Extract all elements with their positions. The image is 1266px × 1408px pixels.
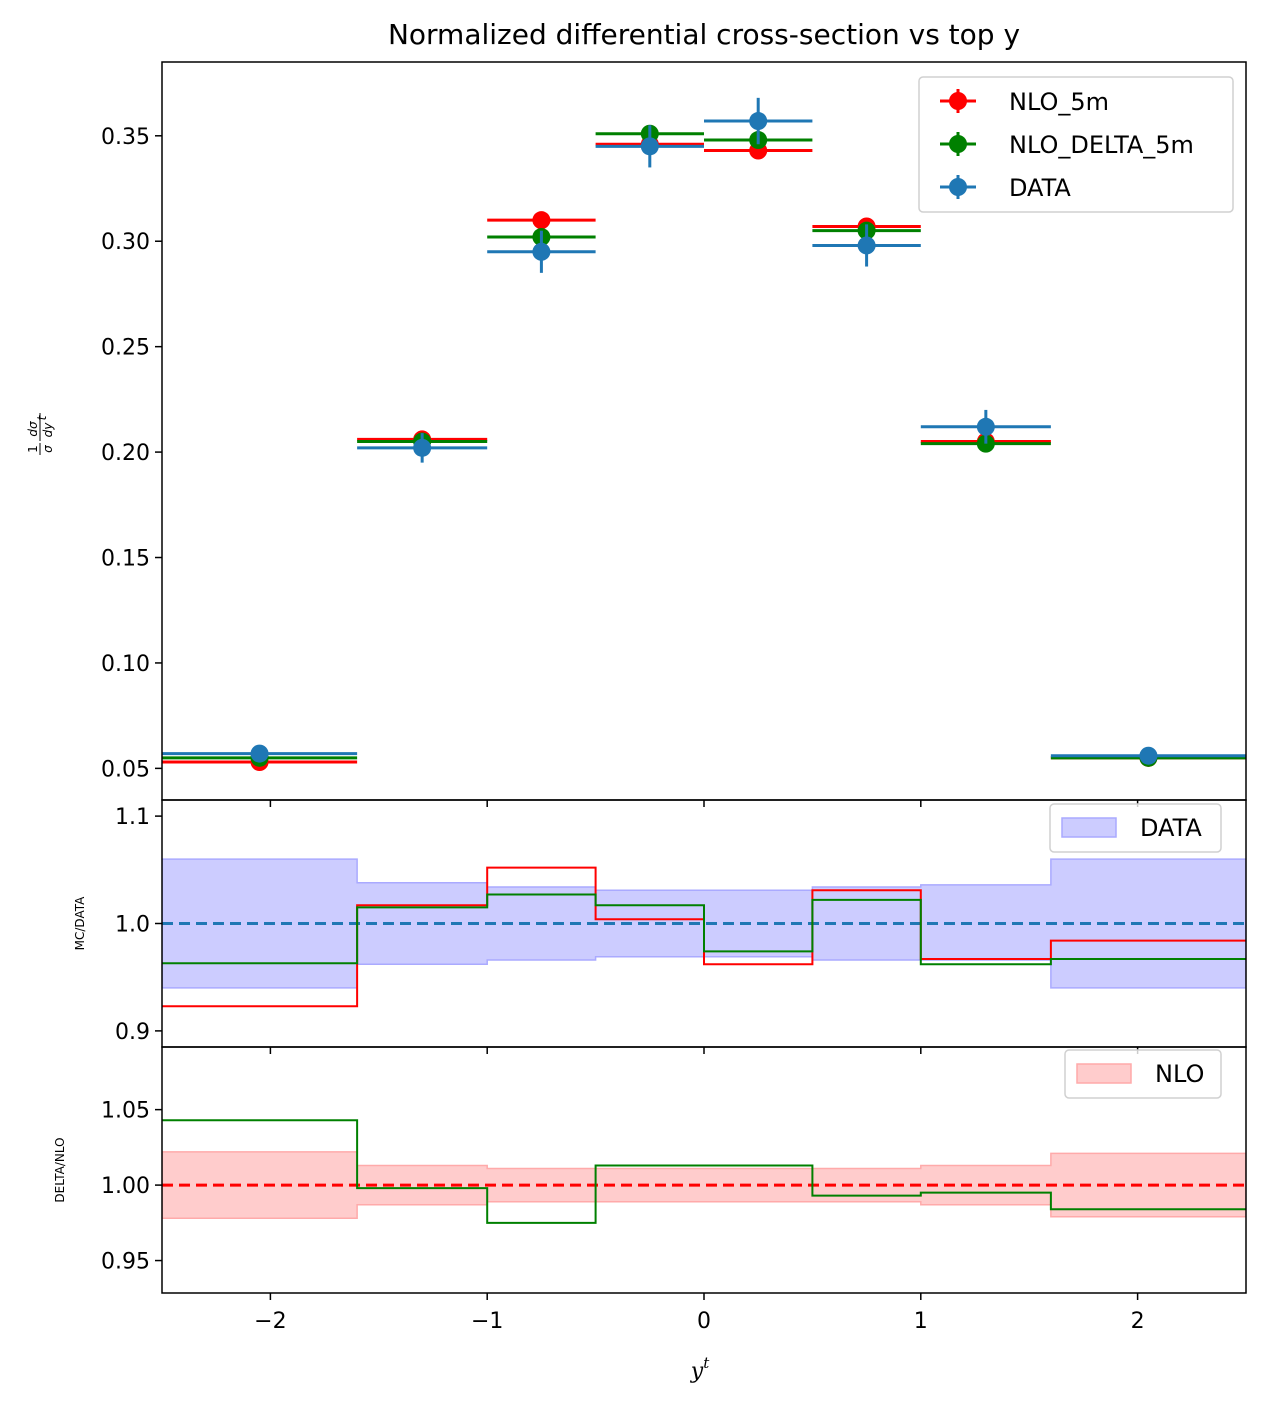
delta-xtick-label: 0 bbox=[697, 1309, 711, 1334]
main-ylabel: 1 σdσ dy t bbox=[26, 413, 55, 455]
xlabel: yt bbox=[690, 1354, 710, 1384]
chart-title: Normalized differential cross-section vs… bbox=[388, 18, 1020, 51]
ylabel-num1: 1 bbox=[26, 445, 40, 453]
main-ytick-label: 0.35 bbox=[101, 125, 150, 150]
main-ytick-label: 0.20 bbox=[101, 441, 150, 466]
main-legend bbox=[918, 76, 1234, 213]
main-ytick-label: 0.05 bbox=[101, 757, 150, 782]
ylabel-den1: σ bbox=[41, 445, 55, 453]
legend-marker-DATA bbox=[949, 178, 967, 196]
ratio-step-NLO_DELTA_5m bbox=[162, 893, 1246, 966]
point-DATA-2 bbox=[532, 242, 551, 261]
delta-xtick-label: 2 bbox=[1131, 1309, 1145, 1334]
point-DATA-6 bbox=[976, 417, 995, 436]
ratio-ylabel: MC/DATA bbox=[73, 896, 87, 950]
main-ytick-label: 0.10 bbox=[101, 652, 150, 677]
point-DATA-0 bbox=[250, 744, 269, 763]
ratio-ytick-label: 1.1 bbox=[115, 805, 150, 830]
ratio-legend-label: DATA bbox=[1140, 814, 1202, 842]
delta-legend bbox=[1064, 1049, 1222, 1099]
ylabel-den2: dy bbox=[41, 422, 55, 438]
legend-label-NLO_5m: NLO_5m bbox=[1009, 88, 1109, 116]
delta-xtick-label: 1 bbox=[914, 1309, 928, 1334]
ylabel-den2-sup: t bbox=[35, 414, 49, 420]
delta-ylabel: DELTA/NLO bbox=[53, 1137, 67, 1202]
point-DATA-4 bbox=[749, 112, 768, 131]
main-plot-area bbox=[162, 97, 1246, 772]
main-ytick-label: 0.30 bbox=[101, 230, 150, 255]
delta-ytick-label: 1.00 bbox=[101, 1174, 150, 1199]
point-DATA-3 bbox=[640, 137, 659, 156]
delta-xtick-label: −2 bbox=[254, 1309, 286, 1334]
delta-xtick-label: −1 bbox=[471, 1309, 503, 1334]
delta-ytick-label: 1.05 bbox=[101, 1099, 150, 1124]
delta-ytick-label: 0.95 bbox=[101, 1250, 150, 1275]
delta-step-NLO_DELTA_5m bbox=[162, 1119, 1246, 1224]
ratio-ytick-label: 0.9 bbox=[115, 1020, 150, 1045]
ratio-legend-swatch bbox=[1061, 817, 1117, 838]
delta-legend-label: NLO bbox=[1155, 1060, 1204, 1088]
delta-legend-swatch bbox=[1076, 1063, 1132, 1084]
ylabel-num2: dσ bbox=[26, 421, 40, 437]
point-NLO_5m-2 bbox=[532, 211, 551, 230]
legend-label-DATA: DATA bbox=[1009, 174, 1071, 202]
point-DATA-1 bbox=[413, 438, 432, 457]
legend-marker-NLO_5m bbox=[949, 92, 967, 110]
point-DATA-5 bbox=[857, 236, 876, 255]
main-ytick-label: 0.15 bbox=[101, 547, 150, 572]
point-DATA-7 bbox=[1139, 746, 1158, 765]
main-ytick-label: 0.25 bbox=[101, 336, 150, 361]
ratio-ytick-label: 1.0 bbox=[115, 913, 150, 938]
legend-marker-NLO_DELTA_5m bbox=[949, 135, 967, 153]
ratio-legend bbox=[1049, 803, 1222, 853]
legend-label-NLO_DELTA_5m: NLO_DELTA_5m bbox=[1009, 131, 1194, 159]
ratio-plot-area bbox=[162, 858, 1246, 1008]
delta-plot-area bbox=[162, 1119, 1246, 1224]
